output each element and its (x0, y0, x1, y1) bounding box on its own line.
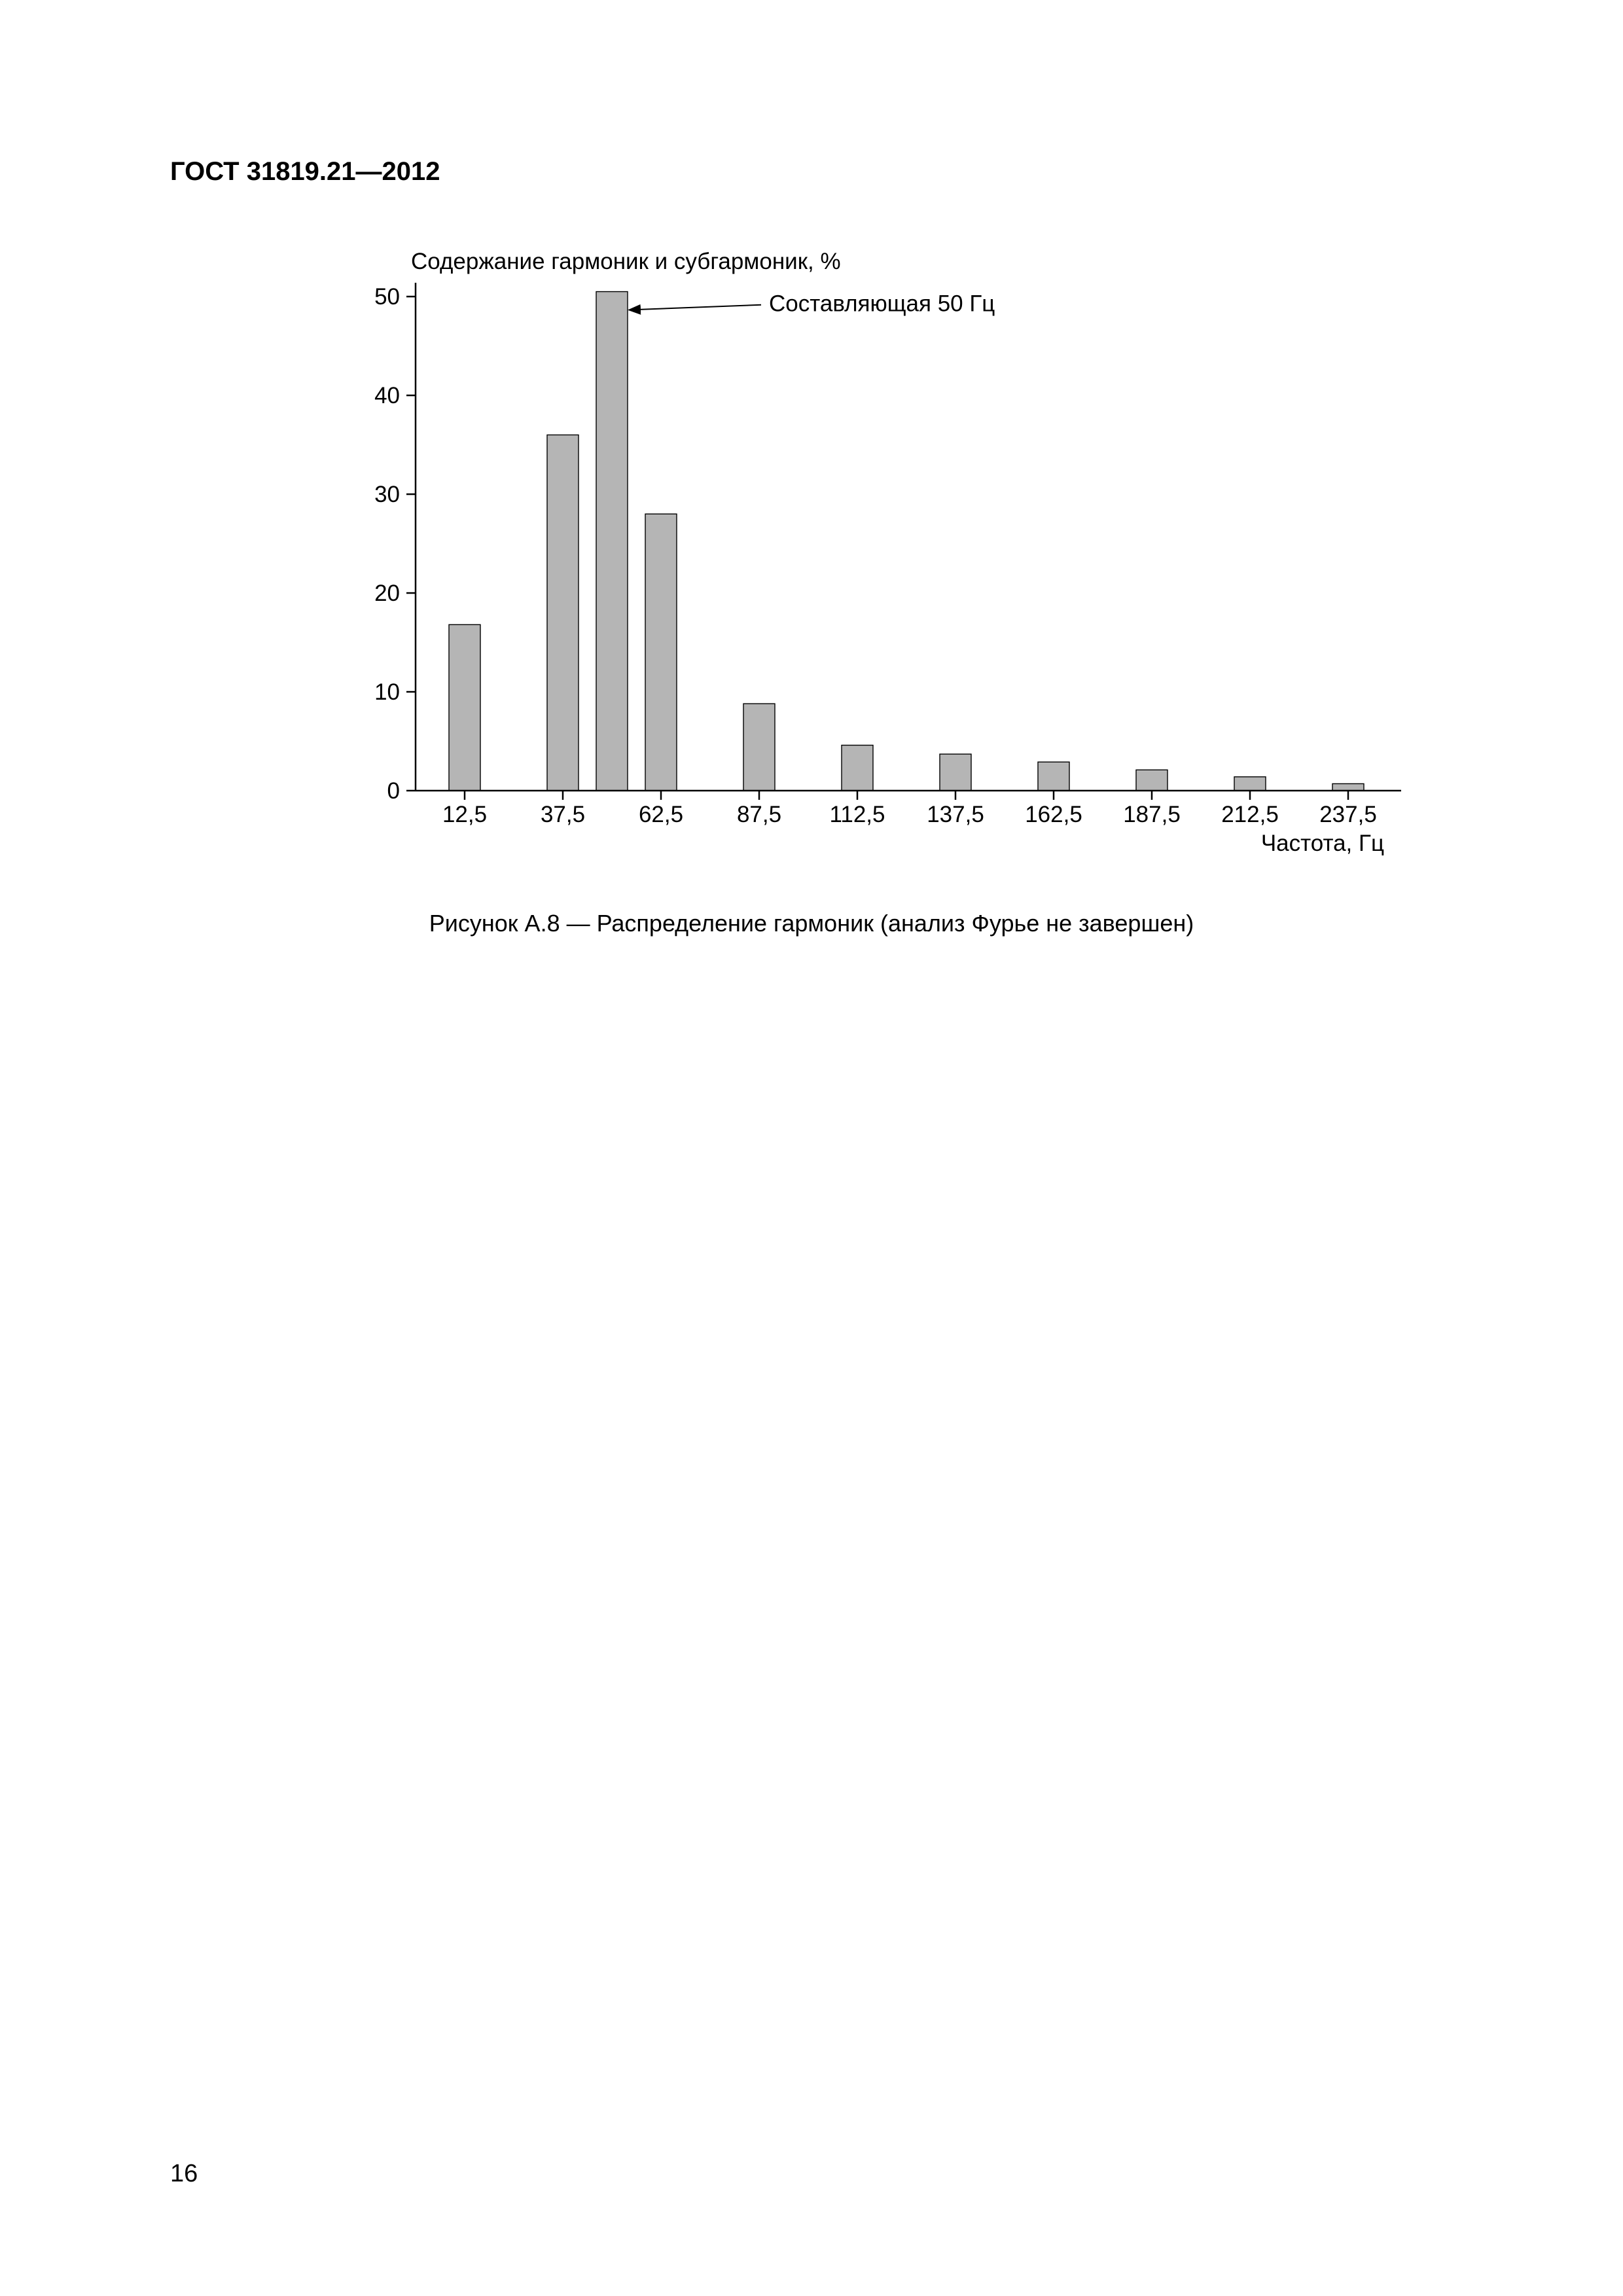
bar (449, 624, 480, 791)
x-tick-label: 112,5 (830, 802, 885, 827)
bar (1332, 783, 1364, 791)
x-tick-label: 237,5 (1319, 802, 1377, 827)
page-number: 16 (170, 2160, 198, 2188)
bar (1234, 777, 1266, 791)
bar-chart: 0 10 20 30 40 50 12,5 37,5 62,5 87,5 112,5 137,5 162… (360, 280, 1417, 866)
chart-container: Содержание гармоник и субгармоник, % 0 10… (360, 249, 1407, 869)
annotation-label: Составляющая 50 Гц (769, 291, 995, 317)
bar (1136, 770, 1168, 791)
x-tick-label: 187,5 (1123, 802, 1181, 827)
x-tick-label: 212,5 (1221, 802, 1279, 827)
y-tick-label: 0 (387, 778, 400, 804)
y-tick-label: 30 (374, 482, 400, 507)
x-tick-label: 162,5 (1025, 802, 1082, 827)
figure-caption: Рисунок А.8 — Распределение гармоник (ан… (0, 910, 1623, 937)
y-axis-title: Содержание гармоник и субгармоник, % (411, 249, 1407, 275)
bar (596, 292, 628, 791)
bar (743, 704, 775, 791)
y-tick-label: 40 (374, 383, 400, 408)
x-tick-label: 137,5 (927, 802, 984, 827)
bar (842, 745, 873, 791)
annotation-arrow (629, 305, 761, 310)
x-tick-label: 87,5 (737, 802, 781, 827)
x-tick-label: 62,5 (639, 802, 683, 827)
x-tick-label: 37,5 (541, 802, 585, 827)
page: ГОСТ 31819.21—2012 Содержание гармоник и… (0, 0, 1623, 2296)
bar (645, 514, 677, 791)
y-tick-label: 50 (374, 284, 400, 310)
y-tick-label: 10 (374, 679, 400, 705)
bar (940, 754, 971, 791)
x-tick-label: 12,5 (442, 802, 487, 827)
y-tick-label: 20 (374, 581, 400, 606)
bar (547, 435, 579, 791)
bar (1038, 762, 1069, 791)
x-axis-title: Частота, Гц (1261, 831, 1384, 856)
document-header: ГОСТ 31819.21—2012 (170, 157, 440, 187)
